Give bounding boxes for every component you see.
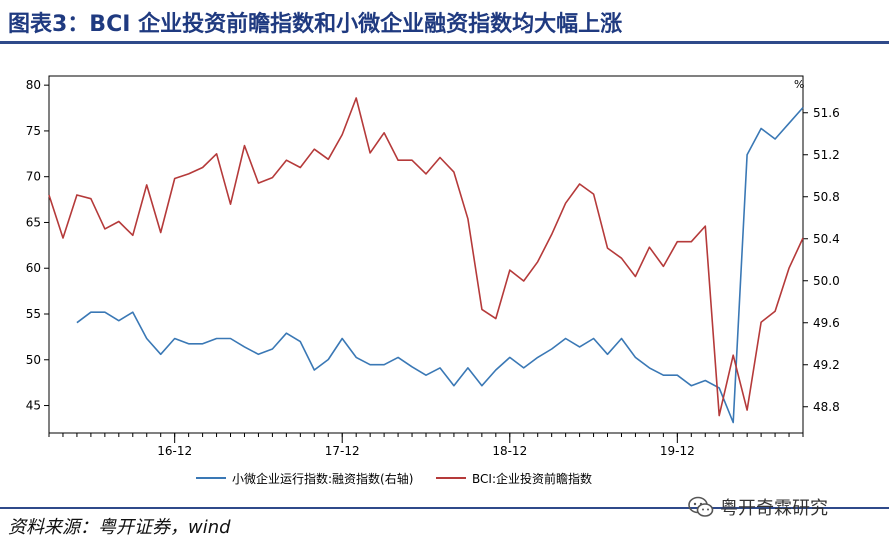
chart-svg: 45 50 55 60 65 70 75 80 48.8 49.2 49.6 50.0 50.4 50.… [26, 75, 840, 486]
left-tick-label: 45 [26, 399, 41, 413]
legend-label: 小微企业运行指数:融资指数(右轴) [232, 471, 413, 486]
source-note: 资料来源：粤开证券，wind [8, 517, 231, 538]
legend: 小微企业运行指数:融资指数(右轴) BCI:企业投资前瞻指数 [196, 471, 592, 486]
left-tick-label: 70 [26, 170, 41, 184]
wechat-icon [688, 496, 714, 517]
left-y-axis: 45 50 55 60 65 70 75 80 [26, 78, 49, 413]
title-rule [0, 41, 889, 44]
left-tick-label: 55 [26, 307, 41, 321]
legend-label: BCI:企业投资前瞻指数 [472, 471, 592, 486]
right-tick-label: 51.2 [813, 148, 840, 162]
right-tick-label: 48.8 [813, 400, 840, 414]
x-tick-label: 17-12 [325, 444, 360, 458]
right-tick-label: 49.6 [813, 316, 840, 330]
x-axis: 16-12 17-12 18-12 19-12 [48, 433, 804, 458]
series-lines [48, 97, 804, 424]
series-line [48, 97, 804, 417]
left-tick-label: 75 [26, 124, 41, 138]
left-tick-label: 60 [26, 261, 41, 275]
x-tick-label: 16-12 [157, 444, 192, 458]
right-tick-label: 50.4 [813, 232, 840, 246]
series-line [76, 106, 804, 424]
x-tick-label: 18-12 [492, 444, 527, 458]
right-tick-label: 50.0 [813, 274, 840, 288]
left-tick-label: 80 [26, 78, 41, 92]
chart-title: 图表3：BCI 企业投资前瞻指数和小微企业融资指数均大幅上涨 [8, 12, 623, 37]
right-tick-label: 51.6 [813, 106, 840, 120]
chart-area: 45 50 55 60 65 70 75 80 48.8 49.2 49.6 50.0 50.4 50.… [0, 46, 889, 506]
watermark-text: 粤开奇霖研究 [720, 498, 828, 519]
right-tick-label: 50.8 [813, 190, 840, 204]
watermark: 粤开奇霖研究 [688, 492, 878, 522]
right-tick-label: 49.2 [813, 358, 840, 372]
left-tick-label: 65 [26, 215, 41, 229]
plot-frame [48, 75, 804, 434]
x-tick-label: 19-12 [660, 444, 695, 458]
right-y-axis: 48.8 49.2 49.6 50.0 50.4 50.8 51.2 51.6 [803, 106, 840, 414]
right-axis-unit: % [794, 78, 804, 91]
left-tick-label: 50 [26, 353, 41, 367]
footer-rule [0, 507, 889, 509]
